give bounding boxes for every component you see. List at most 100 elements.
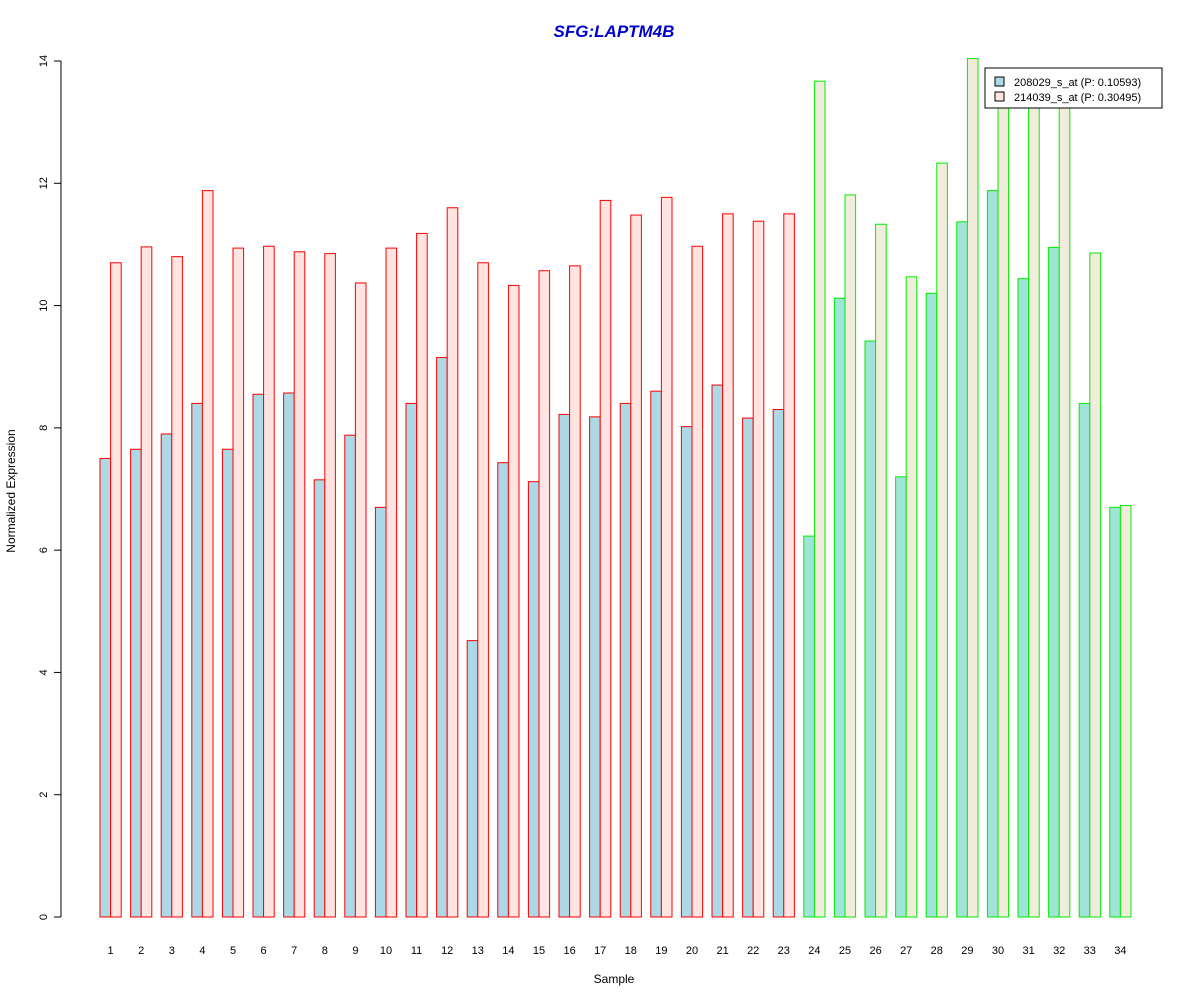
bar-208029-sample-17 <box>589 416 601 918</box>
bar-214039-sample-33 <box>1089 252 1101 918</box>
bar-208029-sample-15 <box>527 481 540 918</box>
bar-214039-sample-10 <box>385 247 398 918</box>
bar-208029-sample-12 <box>436 357 448 918</box>
bar-214039-sample-16 <box>569 265 581 918</box>
x-tick-label: 18 <box>625 945 637 957</box>
bar-214039-sample-12 <box>446 207 459 918</box>
bar-208029-sample-6 <box>252 393 265 918</box>
x-tick-label: 31 <box>1022 945 1034 957</box>
bar-214039-sample-23 <box>783 213 795 918</box>
bar-208029-sample-13 <box>466 640 479 918</box>
bar-214039-sample-30 <box>997 91 1010 918</box>
bar-208029-sample-1 <box>99 457 112 918</box>
bar-214039-sample-21 <box>722 213 734 918</box>
bar-208029-sample-24 <box>803 535 815 918</box>
x-tick-label: 9 <box>352 945 358 957</box>
bar-214039-sample-32 <box>1058 97 1071 918</box>
x-tick-label: 10 <box>380 945 392 957</box>
bar-214039-sample-19 <box>660 196 673 918</box>
bar-208029-sample-28 <box>925 292 938 918</box>
legend-label-series-1: 208029_s_at (P: 0.10593) <box>1014 77 1141 89</box>
x-tick-label: 14 <box>502 945 514 957</box>
bar-208029-sample-26 <box>864 340 877 918</box>
bar-208029-sample-18 <box>619 402 632 918</box>
x-tick-label: 2 <box>138 945 144 957</box>
bar-214039-sample-9 <box>354 282 367 918</box>
x-axis-label: Sample <box>594 972 635 986</box>
x-tick-label: 1 <box>108 945 114 957</box>
bar-214039-sample-8 <box>324 253 336 918</box>
x-tick-label: 6 <box>261 945 267 957</box>
y-tick-label: 4 <box>38 669 50 675</box>
x-tick-label: 30 <box>992 945 1004 957</box>
bar-214039-sample-11 <box>416 232 428 918</box>
x-tick-label: 11 <box>411 945 422 957</box>
bar-214039-sample-31 <box>1028 97 1040 918</box>
bars-group <box>99 58 1132 918</box>
y-tick-label: 2 <box>38 792 50 798</box>
bar-208029-sample-8 <box>313 479 326 918</box>
y-tick-label: 12 <box>38 177 50 189</box>
x-tick-label: 28 <box>931 945 943 957</box>
x-tick-label: 29 <box>961 945 973 957</box>
bar-214039-sample-17 <box>599 199 612 918</box>
bar-214039-sample-24 <box>813 80 826 918</box>
bar-214039-sample-1 <box>110 262 122 918</box>
y-tick-label: 14 <box>38 55 50 67</box>
x-tick-label: 22 <box>747 945 759 957</box>
bar-214039-sample-7 <box>293 251 306 918</box>
y-axis: 0 2 4 6 8 10 12 14 <box>38 55 62 920</box>
x-tick-label: 3 <box>169 945 175 957</box>
bar-214039-sample-5 <box>232 247 245 918</box>
bar-214039-sample-22 <box>752 220 765 918</box>
y-axis-label: Normalized Expression <box>4 429 18 552</box>
bar-208029-sample-23 <box>772 409 785 918</box>
x-tick-label: 12 <box>441 945 453 957</box>
bar-214039-sample-34 <box>1119 505 1132 918</box>
x-tick-label: 23 <box>778 945 790 957</box>
bar-208029-sample-32 <box>1048 246 1060 918</box>
x-tick-label: 17 <box>594 945 606 957</box>
legend-swatch-series-2 <box>994 91 1005 102</box>
bar-214039-sample-4 <box>201 190 214 918</box>
bar-208029-sample-9 <box>344 434 356 918</box>
bar-208029-sample-10 <box>374 506 387 918</box>
bar-214039-sample-2 <box>140 246 153 918</box>
x-tick-label: 20 <box>686 945 698 957</box>
x-tick-label: 26 <box>869 945 881 957</box>
x-tick-label: 5 <box>230 945 236 957</box>
bar-214039-sample-13 <box>477 262 489 918</box>
bar-208029-sample-22 <box>742 417 754 918</box>
bar-214039-sample-25 <box>844 194 857 918</box>
x-tick-labels: 1 2 3 4 5 6 7 8 9 10 11 12 13 14 15 16 17 18 19 20 21 22 23 24 2… <box>108 945 1127 957</box>
legend-box <box>984 67 1163 109</box>
x-tick-label: 27 <box>900 945 912 957</box>
bar-208029-sample-20 <box>680 426 693 918</box>
x-tick-label: 7 <box>291 945 297 957</box>
bar-214039-sample-26 <box>875 223 887 918</box>
bar-208029-sample-19 <box>650 390 662 918</box>
bar-208029-sample-33 <box>1078 402 1091 918</box>
bar-214039-sample-28 <box>936 162 948 918</box>
bar-208029-sample-3 <box>160 433 173 918</box>
x-tick-label: 32 <box>1053 945 1065 957</box>
bar-208029-sample-4 <box>191 402 203 918</box>
bar-214039-sample-18 <box>630 214 642 918</box>
bar-214039-sample-15 <box>538 270 551 918</box>
x-tick-label: 8 <box>322 945 328 957</box>
x-tick-label: 4 <box>199 945 205 957</box>
chart-title: SFG:LAPTM4B <box>554 22 675 41</box>
y-tick-label: 8 <box>38 425 50 431</box>
legend: 208029_s_at (P: 0.10593) 214039_s_at (P:… <box>984 67 1163 109</box>
bar-208029-sample-31 <box>1017 278 1030 918</box>
bar-208029-sample-21 <box>711 384 724 918</box>
bar-208029-sample-30 <box>986 190 999 918</box>
x-tick-label: 19 <box>655 945 667 957</box>
bar-208029-sample-16 <box>558 413 571 918</box>
y-tick-label: 0 <box>38 914 50 920</box>
x-tick-label: 34 <box>1114 945 1126 957</box>
legend-swatch-series-1 <box>994 76 1005 87</box>
bar-214039-sample-20 <box>691 245 704 918</box>
